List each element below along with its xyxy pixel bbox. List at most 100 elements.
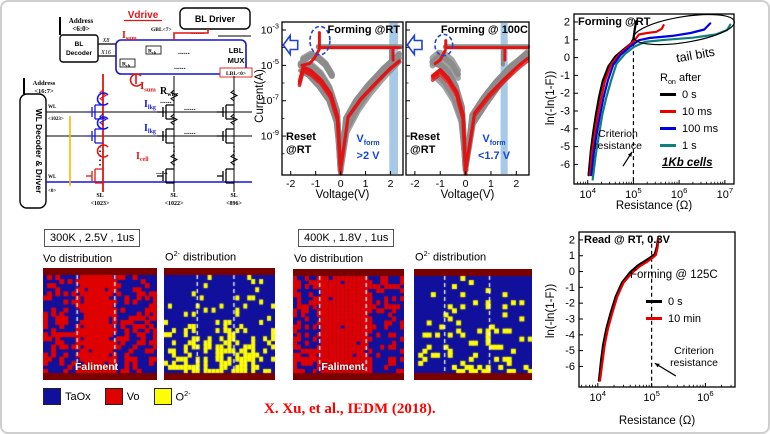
weibull-top-svg: 104 105 106 107 2 1 0 -1 -2 -3 -4 -5 -6	[560, 13, 735, 201]
criterion-arrow-head	[627, 151, 633, 157]
address-bl-bits: <6:0>	[72, 25, 89, 33]
axis-tick-label: 2	[564, 17, 570, 29]
ilkg-label-2: Ilkg	[144, 123, 156, 135]
iv-y-axis-label: Current(A)	[254, 69, 266, 123]
isum-wire-top	[173, 29, 209, 40]
criterion-resistance-annotation: Criterion resistance	[594, 128, 642, 152]
sl1-label: SL	[96, 193, 103, 199]
condition-box-400k: 400K , 1.8V , 1us	[298, 229, 395, 247]
current-arrow-icon	[129, 73, 142, 87]
transistor-icon	[217, 104, 234, 120]
sl2-label: SL	[170, 193, 177, 199]
weibull-read-plot: 104 105 106 2 1 0 -1 -2 -3 -4 -5 -6 Read @ RT, 0.3V…	[542, 217, 768, 432]
criterion-arrow-head	[654, 363, 660, 368]
bl-decoder-label-2: Decoder	[66, 50, 92, 57]
bl-driver-label: BL Driver	[195, 14, 236, 24]
weibull-bottom-y-label: ln(-ln(1-F))	[545, 283, 557, 339]
material-legend: TaOx Vo O2-	[43, 388, 190, 405]
legend-item: 1 s	[660, 137, 718, 154]
transistor-icon	[86, 128, 103, 144]
legend-item: 0 s	[646, 293, 701, 310]
plot-frame	[578, 231, 736, 388]
weibull-bottom-x-label: Resistance (Ω)	[618, 415, 696, 427]
iv-curve	[339, 60, 401, 173]
citation: X. Xu, et al., IEDM (2018).	[264, 401, 436, 417]
vo-distribution-label-2: Vo distribution	[294, 253, 364, 265]
icell-label: Icell	[136, 151, 149, 163]
iv-curve	[317, 31, 402, 50]
dots: ......	[191, 27, 204, 36]
o2-map-canvas	[164, 268, 275, 380]
vform-band	[500, 23, 508, 174]
o2-label: O2-	[175, 389, 191, 404]
axis-tick-label: 105	[625, 186, 642, 201]
axis-tick-label: -1	[565, 282, 575, 294]
left-arrow-icon	[282, 33, 299, 57]
filament-label: Faliment	[321, 361, 365, 374]
transistor-icon	[217, 128, 234, 144]
iv-curve	[297, 69, 343, 176]
gbl7-label: GBL<7>	[151, 27, 172, 33]
dots: ......	[184, 129, 196, 136]
iv-curve	[463, 50, 530, 173]
legend-item: 10 ms	[660, 103, 718, 120]
forming-peak-ellipse	[309, 25, 331, 56]
vo-map-canvas	[43, 268, 157, 380]
o2-map-canvas	[414, 269, 532, 380]
ilkg-label-1: Ilkg	[144, 99, 156, 111]
x16-label: X16	[100, 50, 111, 56]
o2-distribution-label-1: O2- distribution	[165, 250, 237, 264]
weibull-top-legend: Ron after 0 s 10 ms 100 ms 1 s	[660, 72, 718, 154]
dots: ......	[156, 169, 168, 176]
iv-left-vform-label: Vform >2 V	[356, 133, 380, 163]
iv-plot-svg: -2 -1 0 1 2 -2 -1 0 1 210-310-510-710-9	[261, 21, 531, 190]
weibull-curve-10ms	[588, 24, 665, 177]
sl1-value: <1023>	[91, 201, 110, 207]
iv-curve	[444, 39, 530, 50]
axis-tick-label: 0	[463, 178, 469, 190]
weibull-bottom-svg: 104 105 106 2 1 0 -1 -2 -3 -4 -5 -6	[565, 231, 736, 404]
cell-resistor-icon	[170, 113, 179, 126]
wl-bot-label: WL	[48, 175, 57, 180]
axis-tick-label: 105	[643, 389, 660, 404]
axis-tick-label: -4	[560, 123, 570, 135]
axis-tick-label: 1	[569, 250, 575, 262]
axis-tick-label: 1	[488, 178, 494, 190]
lbl0-label: LBL<0>	[226, 71, 246, 77]
axis-tick-label: -4	[565, 329, 575, 341]
axis-tick-label: -2	[565, 298, 575, 310]
iv-curve	[300, 51, 335, 79]
axis-tick-label: -6	[565, 361, 575, 373]
legend-item: 0 s	[660, 86, 718, 103]
axis-tick-label: 2	[569, 234, 575, 246]
lbl-mux-label-2: MUX	[228, 56, 245, 65]
sl3-label: SL	[230, 193, 237, 199]
axis-tick-label: -1	[436, 178, 445, 190]
rch-box-1	[145, 45, 162, 55]
axis-tick-label: -1	[560, 70, 570, 82]
cell-resistor-icon	[170, 89, 179, 102]
axis-tick-label: 0	[564, 52, 570, 64]
axis-tick-label: 0	[569, 266, 575, 278]
rch-box-2	[119, 58, 136, 68]
weibull-forming-plot: 104 105 106 107 2 1 0 -1 -2 -3 -4 -5 -6 Forming @RT …	[542, 2, 768, 215]
address-wl-label: Address	[33, 80, 56, 87]
dots: ......	[184, 105, 196, 112]
o2-map-300k	[164, 268, 275, 380]
rch-label-1: Rch	[148, 49, 157, 56]
weibull-curve-0s	[597, 237, 660, 382]
axis-tick-label: 106	[671, 186, 688, 201]
iv-right-title: Forming @ 100C	[440, 24, 528, 36]
o2-swatch	[153, 388, 172, 405]
legend-swatch	[660, 110, 676, 114]
isum-label-2: Isum	[140, 80, 156, 94]
axis-tick-label: 106	[697, 389, 714, 404]
iv-curve	[429, 49, 461, 74]
address-bl-label: Address	[69, 17, 94, 25]
axis-tick-label: 104	[590, 389, 607, 404]
axis-tick-label: 2	[513, 178, 519, 190]
axis-tick-label: 104	[579, 186, 596, 201]
dots: ......	[174, 64, 186, 71]
isum-label-1: Isum	[122, 30, 137, 42]
weibull-curve-1s	[591, 23, 732, 181]
